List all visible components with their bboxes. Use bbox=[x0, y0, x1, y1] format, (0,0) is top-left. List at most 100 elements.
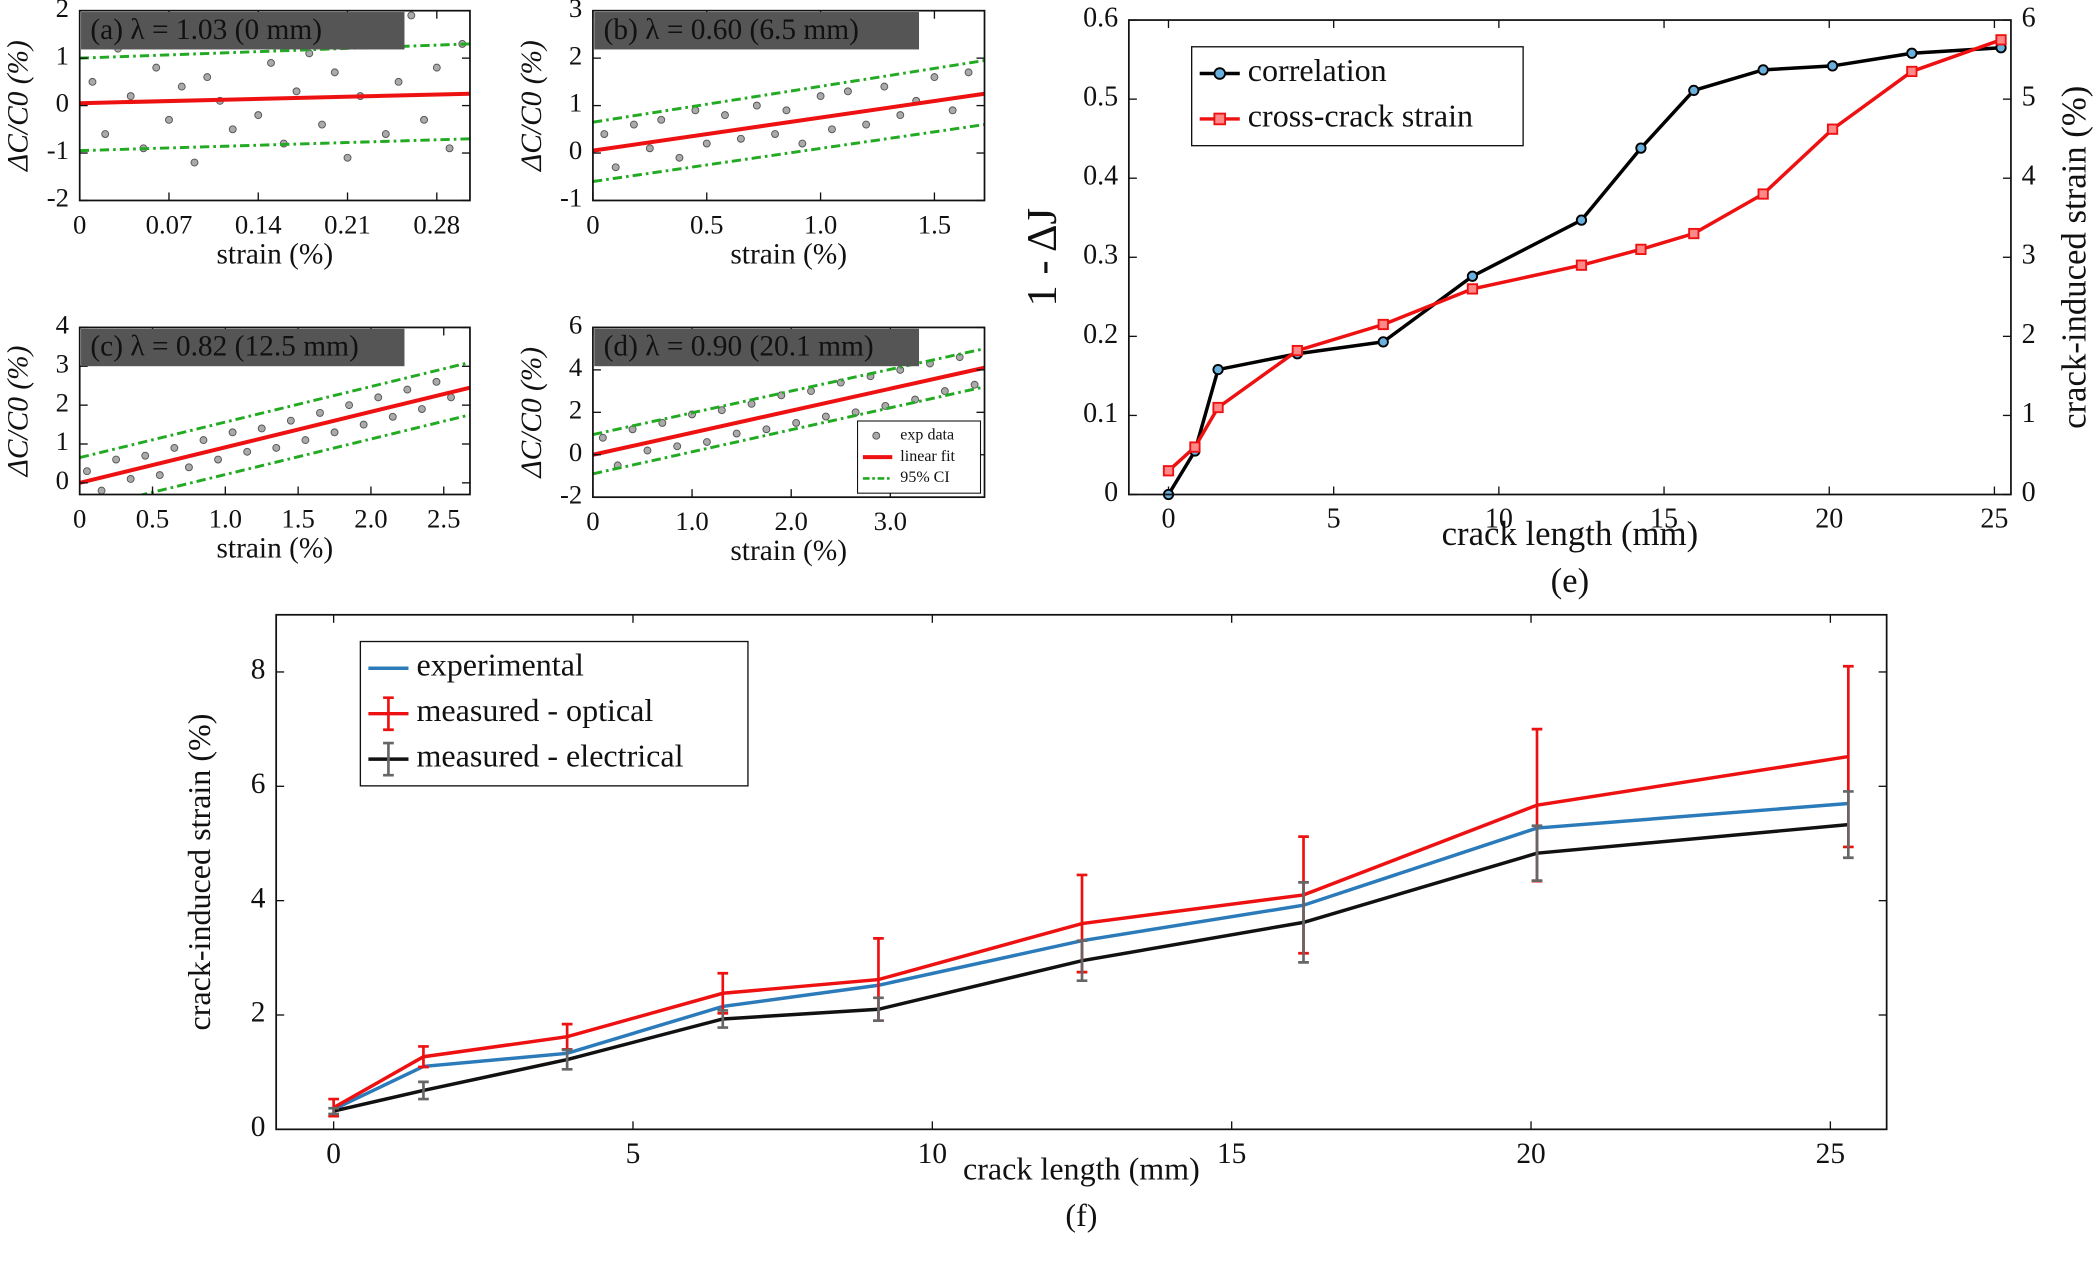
x-tick-label: 20 bbox=[1516, 1138, 1545, 1170]
ci-line bbox=[592, 385, 985, 476]
data-point bbox=[374, 393, 383, 402]
x-tick-label: 0.5 bbox=[136, 503, 169, 533]
data-point bbox=[330, 68, 339, 77]
legend-errorbar bbox=[383, 696, 394, 732]
x-tick-label: 15 bbox=[1650, 504, 1678, 535]
marker bbox=[1291, 344, 1303, 357]
data-point bbox=[721, 111, 729, 120]
x-tick-label: 2.5 bbox=[427, 503, 460, 533]
series-line bbox=[332, 801, 1849, 1111]
data-point bbox=[152, 63, 161, 72]
marker bbox=[1377, 336, 1389, 348]
marker bbox=[1212, 363, 1224, 376]
y-tick-label: 6 bbox=[251, 768, 266, 800]
marker bbox=[1688, 84, 1700, 97]
data-point bbox=[643, 446, 652, 455]
x-tick-label: 1.0 bbox=[675, 506, 708, 536]
data-point bbox=[948, 106, 957, 115]
error-bar bbox=[561, 1048, 573, 1071]
ci-line bbox=[79, 137, 470, 153]
data-point bbox=[821, 412, 830, 421]
legend-marker bbox=[1213, 112, 1227, 126]
y-tick-label: 0 bbox=[569, 437, 582, 467]
caption: (f) bbox=[1065, 1197, 1097, 1233]
y-tick-label: 0.5 bbox=[1083, 82, 1118, 113]
y-tick-label: 0 bbox=[56, 88, 69, 118]
data-point bbox=[447, 393, 455, 402]
x-axis-label: strain (%) bbox=[216, 238, 333, 270]
fit-line bbox=[79, 91, 470, 106]
data-point bbox=[702, 139, 711, 148]
axes-frame bbox=[78, 9, 471, 202]
x-tick-label: 0 bbox=[73, 503, 86, 533]
y-tick-label: 3 bbox=[569, 0, 582, 23]
ci-line bbox=[79, 42, 470, 60]
data-point bbox=[880, 82, 889, 91]
panel-label-bg bbox=[81, 328, 405, 367]
marker bbox=[1466, 283, 1479, 295]
plot-area bbox=[592, 347, 985, 476]
data-point bbox=[286, 416, 295, 425]
y-tick-label: -1 bbox=[560, 183, 582, 213]
data-point bbox=[141, 451, 150, 460]
data-point bbox=[243, 447, 252, 456]
data-point bbox=[629, 120, 638, 129]
y-tick-label: 1 bbox=[56, 40, 69, 70]
y-axis-label: crack-induced strain (%) bbox=[181, 714, 217, 1031]
marker bbox=[1162, 465, 1175, 477]
panel-label: (b) λ = 0.60 (6.5 mm) bbox=[604, 14, 859, 46]
x-tick-label: 1.5 bbox=[281, 503, 314, 533]
data-point bbox=[828, 125, 836, 134]
panel-label: (a) λ = 1.03 (0 mm) bbox=[90, 14, 322, 46]
data-point bbox=[345, 401, 354, 410]
marker bbox=[1906, 65, 1918, 78]
data-point bbox=[600, 130, 609, 138]
ci-line bbox=[592, 59, 985, 124]
y-tick-label: 0 bbox=[569, 135, 582, 165]
y-tick-label: 2 bbox=[569, 40, 582, 70]
marker bbox=[1826, 123, 1839, 135]
data-point bbox=[432, 377, 441, 386]
legend-errorbar bbox=[383, 741, 394, 777]
y-tick-label: 3 bbox=[56, 348, 69, 378]
y-tick-label: 2 bbox=[569, 394, 582, 424]
x-tick-label: 0.28 bbox=[413, 209, 460, 239]
legend-label: correlation bbox=[1248, 52, 1387, 88]
x-tick-label: 1.0 bbox=[804, 209, 837, 239]
x-tick-label: 5 bbox=[1327, 504, 1341, 535]
panel-label-bg bbox=[81, 12, 405, 50]
marker bbox=[1688, 227, 1700, 240]
fit-line bbox=[79, 385, 470, 485]
marker bbox=[1757, 64, 1769, 76]
data-point bbox=[403, 385, 412, 394]
y-tick-label: -1 bbox=[47, 135, 69, 165]
x-tick-label: 2.0 bbox=[354, 503, 387, 533]
x-tick-label: 0.5 bbox=[690, 209, 723, 239]
x-axis-label: crack length (mm) bbox=[1442, 514, 1699, 553]
panel-label-bg bbox=[594, 12, 920, 50]
y2-axis-label: crack-induced strain (%) bbox=[2055, 86, 2094, 429]
y-tick-label: 0 bbox=[1104, 477, 1118, 508]
plot-area bbox=[79, 360, 470, 495]
marker bbox=[1635, 142, 1647, 154]
data-point bbox=[732, 429, 741, 438]
data-point bbox=[843, 87, 852, 96]
x-axis-label: strain (%) bbox=[216, 532, 333, 564]
data-point bbox=[267, 58, 275, 67]
y-axis-label: ΔC/C0 (%) bbox=[516, 40, 548, 172]
data-point bbox=[940, 387, 949, 396]
data-point bbox=[155, 471, 164, 480]
data-point bbox=[199, 436, 208, 445]
y-tick-label: 4 bbox=[569, 352, 582, 382]
legend-label: 95% CI bbox=[900, 469, 949, 486]
error-bar bbox=[873, 996, 884, 1023]
data-point bbox=[83, 467, 91, 476]
error-bar bbox=[418, 1045, 429, 1069]
x-tick-label: 15 bbox=[1217, 1138, 1246, 1170]
data-point bbox=[97, 486, 106, 495]
y2-tick-label: 3 bbox=[2022, 240, 2036, 271]
y-tick-label: 0.6 bbox=[1083, 2, 1118, 33]
y-tick-label: 1 bbox=[56, 426, 69, 456]
legend-label: linear fit bbox=[900, 448, 955, 465]
caption: (e) bbox=[1551, 561, 1590, 600]
